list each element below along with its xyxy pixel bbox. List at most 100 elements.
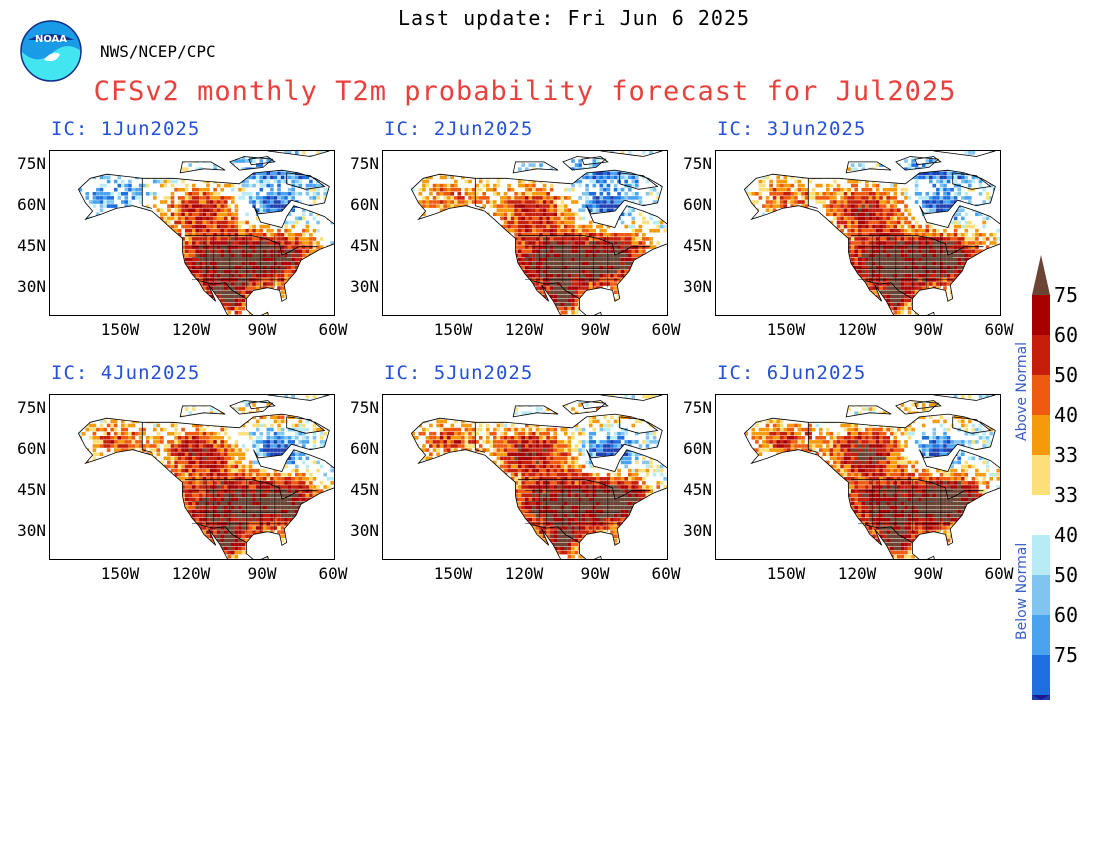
lat-tick-label: 75N bbox=[350, 397, 379, 417]
lat-tick-label: 60N bbox=[683, 438, 712, 458]
forecast-map bbox=[743, 151, 1000, 315]
lon-tick-label: 150W bbox=[100, 564, 140, 583]
lon-tick-label: 60W bbox=[651, 320, 681, 339]
probability-field bbox=[411, 395, 667, 559]
colorbar-tick-label: 33 bbox=[1054, 443, 1079, 467]
state-borders bbox=[858, 479, 953, 532]
lat-tick-label: 75N bbox=[683, 397, 712, 417]
lat-tick-label: 30N bbox=[17, 520, 46, 540]
state-borders bbox=[525, 235, 620, 288]
lat-tick-label: 60N bbox=[350, 194, 379, 214]
state-borders bbox=[192, 479, 287, 532]
colorbar-above-swatch bbox=[1032, 455, 1050, 495]
probability-field bbox=[744, 395, 1000, 559]
lon-tick-label: 60W bbox=[318, 320, 348, 339]
lat-tick-label: 30N bbox=[350, 276, 379, 296]
lon-tick-label: 90W bbox=[580, 320, 610, 339]
lat-tick-label: 45N bbox=[17, 479, 46, 499]
lat-tick-label: 30N bbox=[17, 276, 46, 296]
colorbar-below-swatch bbox=[1032, 655, 1050, 695]
national-border bbox=[807, 178, 818, 209]
colorbar-tick-label: 50 bbox=[1054, 563, 1079, 587]
forecast-map bbox=[77, 395, 334, 559]
colorbar-above-swatch bbox=[1032, 335, 1050, 375]
forecast-map bbox=[410, 151, 667, 315]
colorbar-bottom-arrow bbox=[1032, 695, 1050, 700]
colorbar-tick-label: 75 bbox=[1054, 283, 1079, 307]
national-border bbox=[184, 235, 318, 256]
national-border bbox=[865, 280, 913, 299]
national-border bbox=[141, 422, 152, 453]
lat-tick-label: 75N bbox=[17, 397, 46, 417]
coastline bbox=[77, 151, 334, 315]
lon-tick-label: 120W bbox=[171, 564, 211, 583]
lat-tick-label: 45N bbox=[350, 479, 379, 499]
lon-tick-label: 90W bbox=[580, 564, 610, 583]
lat-tick-label: 60N bbox=[17, 194, 46, 214]
colorbar-tick-label: 60 bbox=[1054, 603, 1079, 627]
panel-ic-label: IC: 5Jun2025 bbox=[384, 362, 534, 384]
colorbar-tick-label: 60 bbox=[1054, 323, 1079, 347]
coastline bbox=[410, 395, 667, 559]
colorbar-tick-label: 75 bbox=[1054, 643, 1079, 667]
colorbar-above-swatch bbox=[1032, 375, 1050, 415]
above-normal-label: Above Normal bbox=[1014, 341, 1030, 441]
lat-tick-label: 60N bbox=[17, 438, 46, 458]
panel-ic-label: IC: 2Jun2025 bbox=[384, 118, 534, 140]
national-border bbox=[865, 524, 913, 543]
svg-text:NOAA: NOAA bbox=[35, 34, 67, 45]
forecast-map-panel bbox=[715, 394, 1001, 560]
colorbar-neutral-swatch bbox=[1032, 495, 1050, 535]
lon-tick-label: 150W bbox=[433, 320, 473, 339]
coastline bbox=[743, 395, 1000, 559]
colorbar-below-swatch bbox=[1032, 615, 1050, 655]
forecast-map bbox=[410, 395, 667, 559]
colorbar-above-swatch bbox=[1032, 295, 1050, 335]
colorbar-tick-label: 33 bbox=[1054, 483, 1079, 507]
lon-tick-label: 60W bbox=[318, 564, 348, 583]
lon-tick-label: 120W bbox=[504, 564, 544, 583]
coastline bbox=[410, 151, 667, 315]
lon-tick-label: 60W bbox=[984, 564, 1014, 583]
lon-tick-label: 120W bbox=[171, 320, 211, 339]
org-label: NWS/NCEP/CPC bbox=[100, 42, 216, 61]
forecast-map bbox=[743, 395, 1000, 559]
lat-tick-label: 60N bbox=[683, 194, 712, 214]
coastline bbox=[77, 395, 334, 559]
national-border bbox=[532, 280, 580, 299]
lon-tick-label: 150W bbox=[100, 320, 140, 339]
panel-ic-label: IC: 1Jun2025 bbox=[51, 118, 201, 140]
lon-tick-label: 60W bbox=[984, 320, 1014, 339]
lon-tick-label: 90W bbox=[913, 564, 943, 583]
colorbar-top-arrow bbox=[1032, 255, 1050, 295]
lon-tick-label: 90W bbox=[247, 320, 277, 339]
lat-tick-label: 45N bbox=[683, 479, 712, 499]
colorbar-swatches bbox=[1032, 255, 1050, 700]
colorbar-below-swatch bbox=[1032, 535, 1050, 575]
lat-tick-label: 30N bbox=[683, 520, 712, 540]
lon-tick-label: 90W bbox=[247, 564, 277, 583]
probability-field bbox=[78, 151, 334, 315]
last-update-text: Last update: Fri Jun 6 2025 bbox=[397, 6, 751, 30]
lat-tick-label: 45N bbox=[17, 235, 46, 255]
national-border bbox=[474, 178, 485, 209]
lon-tick-label: 90W bbox=[913, 320, 943, 339]
lon-tick-label: 60W bbox=[651, 564, 681, 583]
lat-tick-label: 30N bbox=[350, 520, 379, 540]
lat-tick-label: 75N bbox=[17, 153, 46, 173]
state-borders bbox=[525, 479, 620, 532]
national-border bbox=[532, 524, 580, 543]
lat-tick-label: 30N bbox=[683, 276, 712, 296]
state-borders bbox=[192, 235, 287, 288]
forecast-map-panel bbox=[49, 150, 335, 316]
noaa-logo: NOAA bbox=[20, 20, 82, 82]
national-border bbox=[199, 524, 247, 543]
national-border bbox=[517, 479, 651, 500]
probability-field bbox=[411, 151, 667, 315]
forecast-map-panel bbox=[49, 394, 335, 560]
panel-ic-label: IC: 4Jun2025 bbox=[51, 362, 201, 384]
lat-tick-label: 75N bbox=[350, 153, 379, 173]
state-borders bbox=[858, 235, 953, 288]
colorbar-below-swatch bbox=[1032, 575, 1050, 615]
page-title: CFSv2 monthly T2m probability forecast f… bbox=[93, 76, 957, 107]
